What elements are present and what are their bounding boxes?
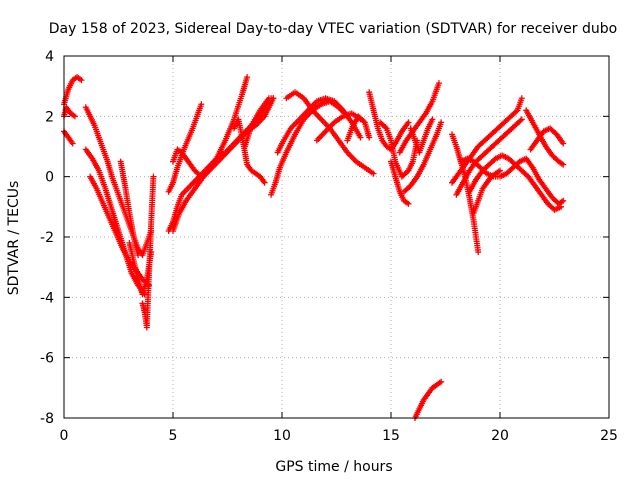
series-arc-18 xyxy=(283,89,377,177)
data-point xyxy=(405,119,412,126)
series-arc-22 xyxy=(377,119,421,180)
axis-ticks: 0 5 10 15 20 25 -8 -6 -4 -2 0 2 4 xyxy=(40,49,618,444)
data-point xyxy=(135,252,142,259)
series-arc-35 xyxy=(470,167,503,216)
series-arc-8 xyxy=(126,240,155,298)
series-arc-2 xyxy=(61,128,76,147)
data-point xyxy=(517,117,524,124)
y-axis-label: SDTVAR / TECUs xyxy=(6,181,22,296)
data-point xyxy=(518,95,525,102)
series-arc-32 xyxy=(466,152,565,213)
data-point xyxy=(429,116,436,123)
series-arc-9 xyxy=(139,173,157,331)
y-tick-label: 4 xyxy=(45,49,54,65)
data-point xyxy=(261,179,268,186)
data-point xyxy=(69,140,76,147)
x-tick-label: 0 xyxy=(60,428,69,444)
data-point xyxy=(438,119,445,126)
data-point xyxy=(560,140,567,147)
series-arc-20 xyxy=(344,113,373,144)
data-point xyxy=(198,101,205,108)
data-point xyxy=(360,118,367,125)
series-arc-26 xyxy=(407,116,436,156)
series-arc-25 xyxy=(401,119,445,195)
series-arc-21 xyxy=(366,89,412,153)
x-axis-label: GPS time / hours xyxy=(275,459,392,475)
series-arc-30 xyxy=(453,116,525,198)
series-arc-27 xyxy=(411,378,445,421)
x-tick-label: 25 xyxy=(600,428,618,444)
series-arc-29 xyxy=(449,95,525,186)
y-tick-label: -6 xyxy=(40,351,54,367)
data-point xyxy=(560,161,567,168)
series-arc-17 xyxy=(274,95,364,156)
data-point xyxy=(405,200,412,207)
data-point xyxy=(438,378,445,385)
series-arc-11 xyxy=(165,101,205,195)
data-point xyxy=(71,113,78,120)
y-tick-label: -2 xyxy=(40,230,54,246)
data-points xyxy=(61,74,567,421)
data-point xyxy=(244,74,251,81)
data-point xyxy=(382,124,389,131)
series-arc-12 xyxy=(170,74,251,180)
x-tick-label: 20 xyxy=(491,428,509,444)
x-tick-label: 10 xyxy=(273,428,291,444)
data-point xyxy=(150,173,157,180)
data-point xyxy=(560,197,567,204)
data-point xyxy=(475,249,482,256)
data-point xyxy=(558,203,565,210)
data-point xyxy=(497,167,503,174)
series-arc-34 xyxy=(527,125,567,153)
plot-frame xyxy=(63,55,610,419)
series-arc-23 xyxy=(388,158,412,207)
data-point xyxy=(435,80,442,87)
data-point xyxy=(270,95,277,102)
y-tick-label: 2 xyxy=(45,109,54,125)
data-point xyxy=(78,77,85,84)
data-point xyxy=(357,134,364,141)
x-tick-label: 15 xyxy=(382,428,400,444)
y-tick-label: 0 xyxy=(45,170,54,186)
y-tick-label: -4 xyxy=(40,290,54,306)
series-arc-13 xyxy=(170,95,277,234)
series-arc-24 xyxy=(396,80,442,156)
series-arc-15 xyxy=(241,95,277,150)
data-point xyxy=(404,168,411,175)
y-tick-label: -8 xyxy=(40,411,54,427)
data-point xyxy=(366,134,373,141)
series-arc-7 xyxy=(117,158,142,259)
data-point xyxy=(518,116,525,123)
chart-title: Day 158 of 2023, Sidereal Day-to-day VTE… xyxy=(49,21,617,37)
x-tick-label: 5 xyxy=(169,428,178,444)
series-arc-1 xyxy=(61,74,85,108)
data-point xyxy=(513,108,520,115)
data-point xyxy=(370,170,377,177)
